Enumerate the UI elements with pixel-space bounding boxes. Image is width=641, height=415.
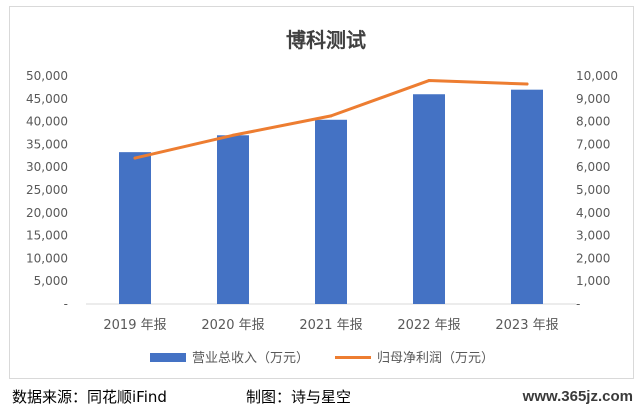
revenue-bars <box>119 89 543 305</box>
profit-point <box>525 82 529 86</box>
left-tick-label: 45,000 <box>26 92 68 106</box>
chart-frame: 博科测试 - 5,000 10,000 15,000 20,000 25,000 30,00… <box>9 6 634 379</box>
legend-swatch-revenue <box>150 353 186 362</box>
left-tick-label: 5,000 <box>34 274 68 288</box>
profit-line-series <box>133 79 529 160</box>
x-tick-label: 2022 年报 <box>397 318 460 333</box>
x-tick-label: 2020 年报 <box>201 318 264 333</box>
right-tick-label: 3,000 <box>576 229 610 243</box>
left-tick-label: 25,000 <box>26 183 68 197</box>
watermark: www.365jz.com <box>522 388 633 405</box>
legend: 营业总收入（万元） 归母净利润（万元） <box>150 351 494 366</box>
right-tick-label: 1,000 <box>576 274 610 288</box>
left-tick-label: 40,000 <box>26 115 68 129</box>
right-tick-label: 9,000 <box>576 92 610 106</box>
left-tick-label: 10,000 <box>26 251 68 265</box>
revenue-bar <box>413 94 445 305</box>
revenue-bar <box>315 119 347 304</box>
right-tick-label: 8,000 <box>576 115 610 129</box>
x-axis: 2019 年报 2020 年报 2021 年报 2022 年报 2023 年报 <box>103 318 558 333</box>
legend-label-revenue: 营业总收入（万元） <box>192 351 309 366</box>
profit-point <box>231 133 235 137</box>
right-axis: - 1,000 2,000 3,000 4,000 5,000 6,000 7,000 8,00… <box>576 69 618 311</box>
right-tick-label: 7,000 <box>576 137 610 151</box>
left-tick-label: 20,000 <box>26 206 68 220</box>
profit-point <box>329 114 333 118</box>
left-tick-label: - <box>64 297 68 311</box>
left-tick-label: 50,000 <box>26 69 68 83</box>
left-axis: - 5,000 10,000 15,000 20,000 25,000 30,000 35,0… <box>26 69 68 311</box>
right-tick-label: 10,000 <box>576 69 618 83</box>
legend-label-profit: 归母净利润（万元） <box>377 351 494 366</box>
left-tick-label: 15,000 <box>26 229 68 243</box>
revenue-bar <box>511 89 543 305</box>
left-tick-label: 30,000 <box>26 160 68 174</box>
revenue-bar <box>119 152 151 304</box>
data-source-note: 数据来源：同花顺iFind <box>12 388 167 406</box>
right-tick-label: - <box>576 297 580 311</box>
x-tick-label: 2023 年报 <box>495 318 558 333</box>
x-tick-label: 2021 年报 <box>299 318 362 333</box>
x-tick-label: 2019 年报 <box>103 318 166 333</box>
revenue-bar <box>217 135 249 304</box>
profit-point <box>427 79 431 83</box>
combo-chart: 博科测试 - 5,000 10,000 15,000 20,000 25,000 30,00… <box>26 28 618 366</box>
right-tick-label: 4,000 <box>576 206 610 220</box>
chart-title: 博科测试 <box>286 28 366 52</box>
profit-point <box>133 156 137 160</box>
right-tick-label: 2,000 <box>576 251 610 265</box>
right-tick-label: 5,000 <box>576 183 610 197</box>
chart-credit: 制图：诗与星空 <box>246 388 352 406</box>
left-tick-label: 35,000 <box>26 137 68 151</box>
right-tick-label: 6,000 <box>576 160 610 174</box>
